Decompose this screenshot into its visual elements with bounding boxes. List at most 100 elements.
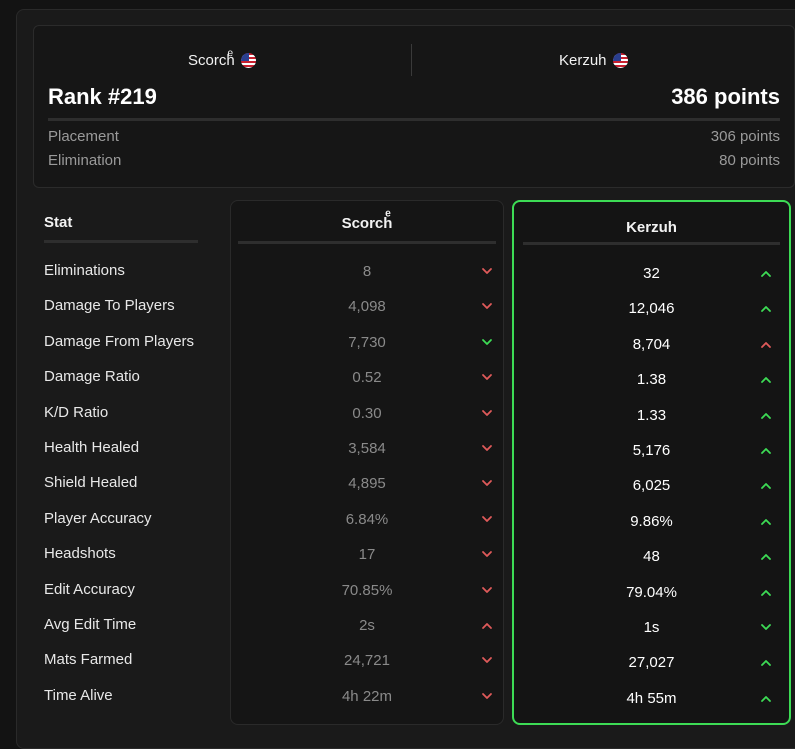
- chevron-down-icon: [481, 336, 493, 348]
- player2-stat-value: 48: [643, 547, 660, 565]
- stat-header-divider: [44, 240, 198, 243]
- us-flag-icon: [240, 52, 256, 68]
- player1-stat-value: 0.30: [352, 404, 382, 422]
- stat-label: Avg Edit Time: [44, 615, 137, 633]
- player1-stat-row: 8: [231, 259, 503, 283]
- player1-stat-row: 7,730: [231, 330, 503, 354]
- stat-label: Damage From Players: [44, 332, 195, 350]
- player2-stat-row: 5,176: [514, 438, 789, 462]
- player1-stat-row: 3,584: [231, 436, 503, 460]
- player2-stat-row: 4h 55m: [514, 686, 789, 710]
- player2-stat-value: 1s: [643, 618, 660, 636]
- player2-header-divider: [523, 242, 780, 245]
- chevron-up-icon: [760, 656, 772, 668]
- player2-stat-value: 8,704: [632, 335, 671, 353]
- stat-label: Damage Ratio: [44, 367, 140, 385]
- rank-label: Rank #219: [48, 84, 157, 109]
- stat-row: Headshots: [44, 541, 234, 565]
- player1-stat-value: 17: [358, 545, 376, 563]
- total-points: 386 points: [671, 84, 780, 109]
- player1-stat-value: 6.84%: [345, 510, 389, 528]
- player1-stat-row: 70.85%: [231, 578, 503, 602]
- player2-stat-row: 1.33: [514, 403, 789, 427]
- player2-stat-value: 6,025: [632, 476, 671, 494]
- player1-column: Scorchͤ 8 4,098 7,730 0.52 0.30 3,584 4,895 6.8…: [230, 200, 504, 725]
- player1-stat-row: 2s: [231, 613, 503, 637]
- chevron-up-icon: [760, 373, 772, 385]
- player2-stat-row: 8,704: [514, 332, 789, 356]
- player2-stat-row: 27,027: [514, 650, 789, 674]
- chevron-down-icon: [481, 442, 493, 454]
- chevron-down-icon: [481, 654, 493, 666]
- chevron-up-icon: [760, 550, 772, 562]
- player2-stat-value: 5,176: [632, 441, 671, 459]
- stat-row: Health Healed: [44, 435, 234, 459]
- player2-stat-row: 48: [514, 544, 789, 568]
- player1-stat-row: 6.84%: [231, 507, 503, 531]
- player2-stat-row: 1s: [514, 615, 789, 639]
- player2-stat-value: 1.38: [636, 370, 667, 388]
- chevron-down-icon: [481, 265, 493, 277]
- player2-stat-row: 12,046: [514, 296, 789, 320]
- chevron-down-icon: [481, 548, 493, 560]
- stat-label: Player Accuracy: [44, 509, 152, 527]
- elimination-label: Elimination: [48, 151, 122, 169]
- chevron-up-icon: [760, 338, 772, 350]
- player2-stat-row: 1.38: [514, 367, 789, 391]
- stat-label: Shield Healed: [44, 473, 138, 491]
- player1-header-divider: [238, 241, 496, 244]
- player2-stat-value: 1.33: [636, 406, 667, 424]
- stat-row: Time Alive: [44, 683, 234, 707]
- stat-row: Edit Accuracy: [44, 577, 234, 601]
- player1-heading[interactable]: Scorchͤ: [188, 49, 256, 71]
- player2-stat-value: 79.04%: [626, 583, 677, 601]
- player1-stat-row: 4h 22m: [231, 684, 503, 708]
- player1-stat-row: 0.30: [231, 401, 503, 425]
- summary-divider: [48, 118, 780, 121]
- stat-label: Time Alive: [44, 686, 113, 704]
- stat-row: Damage To Players: [44, 293, 234, 317]
- player2-stat-value: 12,046: [628, 299, 675, 317]
- chevron-up-icon: [760, 479, 772, 491]
- chevron-up-icon: [760, 444, 772, 456]
- player1-stat-value: 4,098: [348, 297, 386, 315]
- player2-stat-value: 4h 55m: [626, 689, 677, 707]
- player1-stat-value: 4h 22m: [341, 687, 393, 705]
- stat-header: Stat: [44, 214, 73, 231]
- player1-stat-value: 3,584: [348, 439, 386, 457]
- placement-label: Placement: [48, 127, 119, 145]
- stat-row: K/D Ratio: [44, 400, 234, 424]
- player1-stat-value: 2s: [359, 616, 375, 634]
- chevron-down-icon: [481, 584, 493, 596]
- player1-stat-row: 24,721: [231, 648, 503, 672]
- chevron-up-icon: [760, 586, 772, 598]
- player1-stat-value: 7,730: [348, 333, 386, 351]
- summary-card: Scorchͤ Kerzuh Rank #219 386 points Plac…: [33, 25, 795, 188]
- player2-stat-row: 32: [514, 261, 789, 285]
- player1-stat-value: 24,721: [344, 651, 390, 669]
- player1-stat-row: 4,098: [231, 294, 503, 318]
- placement-value: 306 points: [710, 127, 780, 145]
- player2-heading[interactable]: Kerzuh: [559, 49, 628, 71]
- chevron-down-icon: [481, 690, 493, 702]
- stat-label: Damage To Players: [44, 296, 175, 314]
- chevron-down-icon: [481, 371, 493, 383]
- chevron-down-icon: [481, 300, 493, 312]
- stat-row: Damage From Players: [44, 329, 234, 353]
- player2-stat-value: 32: [643, 264, 660, 282]
- player2-stat-row: 79.04%: [514, 580, 789, 604]
- stat-row: Damage Ratio: [44, 364, 234, 388]
- elimination-value: 80 points: [719, 151, 780, 169]
- chevron-up-icon: [760, 692, 772, 704]
- chevron-up-icon: [481, 619, 493, 631]
- player1-column-header: Scorchͤ: [341, 215, 393, 232]
- stat-label: Headshots: [44, 544, 116, 562]
- chevron-up-icon: [760, 302, 772, 314]
- stat-label: Edit Accuracy: [44, 580, 135, 598]
- stat-row: Player Accuracy: [44, 506, 234, 530]
- player1-stat-value: 70.85%: [341, 581, 393, 599]
- player1-stat-value: 4,895: [348, 474, 386, 492]
- chevron-down-icon: [481, 477, 493, 489]
- player2-stat-value: 27,027: [628, 653, 675, 671]
- chevron-down-icon: [481, 407, 493, 419]
